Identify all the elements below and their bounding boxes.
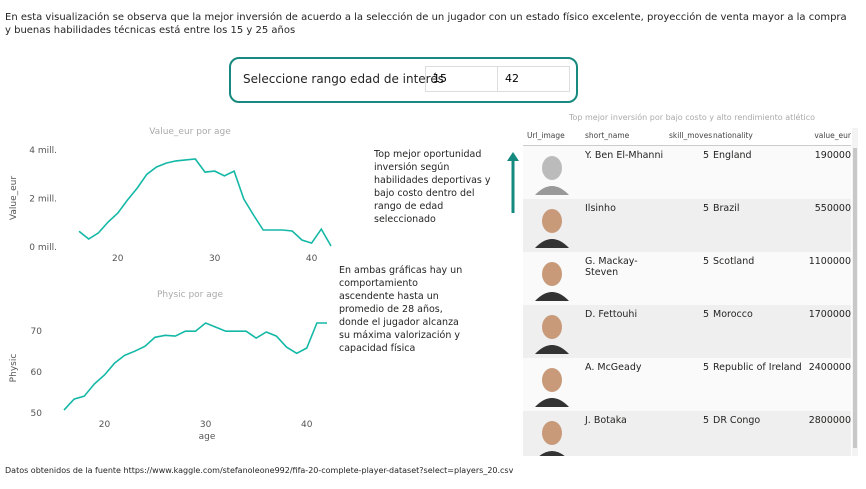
- row: [523, 146, 851, 199]
- cell: Republic of Ireland: [713, 362, 802, 373]
- scroll-thumb[interactable]: [853, 148, 857, 448]
- table-title: Top mejor inversión por bajo costo y alt…: [568, 113, 816, 122]
- y-tick-label: 70: [31, 327, 43, 337]
- photo-icon: [535, 156, 569, 195]
- description: En esta visualización se observa que la …: [5, 12, 847, 36]
- y-tick-label: 60: [31, 368, 43, 378]
- table: Url_image short_name skill_moves nationalit…: [523, 128, 858, 456]
- cell: 1700000: [808, 309, 851, 320]
- cell: Scotland: [713, 256, 755, 267]
- row: [523, 252, 851, 305]
- chart-title: Physic por age: [157, 290, 223, 300]
- column-header: value_eur: [814, 131, 851, 140]
- cell: 550000: [814, 203, 851, 214]
- cell: England: [713, 150, 752, 161]
- cell: 5: [702, 203, 709, 214]
- player-photo: [531, 363, 573, 407]
- cell: 5: [702, 362, 709, 373]
- chart-title: Value_eur por age: [149, 127, 231, 137]
- cell: 1100000: [808, 256, 851, 267]
- cell: 5: [702, 150, 709, 161]
- cell: J. Botaka: [585, 415, 627, 426]
- x-tick-label: 40: [306, 254, 318, 264]
- column-header: Url_image: [527, 131, 565, 140]
- player-photo: [531, 204, 573, 248]
- x-tick-label: 30: [200, 420, 212, 430]
- row: [523, 305, 851, 358]
- cell: DR Congo: [713, 415, 761, 426]
- x-tick-label: 20: [99, 420, 111, 430]
- cell: A. McGeady: [585, 362, 642, 373]
- annotation: Top mejor oportunidad inversión según ha…: [374, 149, 491, 225]
- cell: Morocco: [713, 309, 753, 320]
- y-axis-label: Physic: [9, 354, 19, 383]
- slicer: [229, 57, 578, 103]
- row: [523, 358, 851, 411]
- y-tick-label: 2 mill.: [29, 195, 57, 205]
- y-tick-label: 4 mill.: [29, 146, 57, 156]
- header-rule: [523, 145, 851, 146]
- x-tick-label: 40: [301, 420, 313, 430]
- photo-icon: [535, 315, 569, 354]
- y-tick-label: 50: [31, 409, 43, 419]
- x-tick-label: 30: [209, 254, 221, 264]
- x-axis-label: age: [199, 432, 216, 442]
- cell: 2800000: [808, 415, 851, 426]
- y-tick-label: 0 mill.: [29, 243, 57, 253]
- cell: 5: [702, 256, 709, 267]
- arrow-head: [507, 152, 519, 161]
- photo-icon: [539, 421, 565, 456]
- column-header: short_name: [585, 131, 630, 140]
- line: [63, 322, 327, 411]
- slicer-to[interactable]: 42: [497, 66, 570, 92]
- cell: Y. Ben El-Mhanni: [585, 150, 664, 161]
- line: [78, 158, 332, 247]
- row: [523, 411, 851, 456]
- player-photo: [531, 416, 573, 456]
- cell: Ilsinho: [585, 203, 616, 214]
- y-axis-label: Value_eur: [9, 176, 19, 220]
- footer: Datos obtenidos de la fuente https://www…: [5, 466, 514, 475]
- cell: D. Fettouhi: [585, 309, 638, 320]
- slicer-label: Seleccione rango edad de interés: [243, 72, 444, 86]
- photo-icon: [535, 368, 569, 407]
- row: [523, 199, 851, 252]
- cell: Brazil: [713, 203, 740, 214]
- player-photo: [531, 257, 573, 301]
- cell: 190000: [814, 150, 851, 161]
- x-tick-label: 20: [112, 254, 124, 264]
- cell: 5: [702, 309, 709, 320]
- column-header: nationality: [713, 131, 753, 140]
- cell: 5: [702, 415, 709, 426]
- photo-icon: [535, 262, 569, 301]
- annotation: En ambas gráficas hay un comportamiento …: [339, 265, 463, 354]
- cell: 2400000: [808, 362, 851, 373]
- column-header: skill_moves: [669, 131, 713, 140]
- cell: G. Mackay-Steven: [585, 256, 638, 278]
- player-photo: [531, 310, 573, 354]
- player-photo: [531, 151, 573, 195]
- photo-icon: [535, 209, 569, 248]
